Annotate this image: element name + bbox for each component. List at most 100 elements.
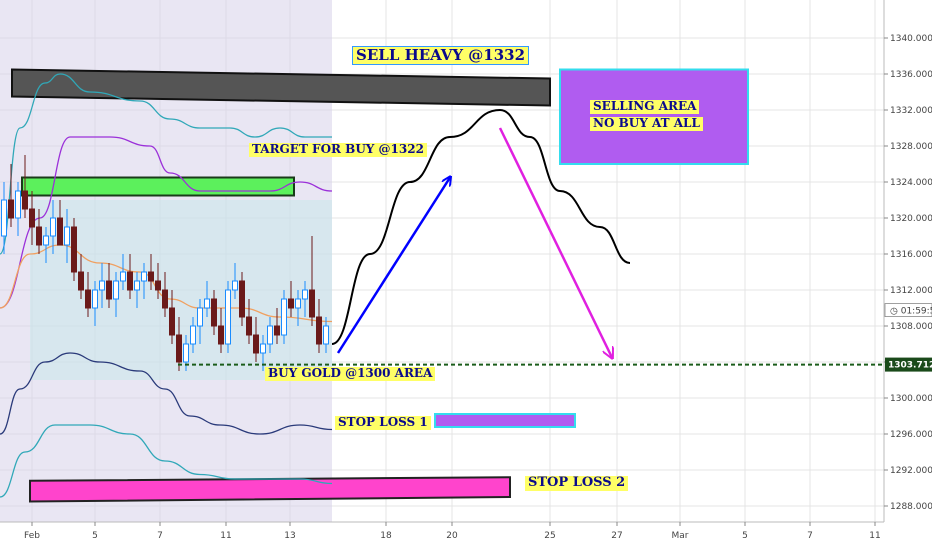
candle-body <box>260 343 266 354</box>
candle[interactable] <box>274 308 280 344</box>
buy-gold-label: BUY GOLD @1300 AREA <box>265 366 436 381</box>
candle[interactable] <box>50 200 56 254</box>
candle[interactable] <box>281 290 287 344</box>
candle[interactable] <box>29 191 35 245</box>
candle[interactable] <box>323 317 329 353</box>
candle[interactable] <box>127 254 133 299</box>
countdown-label: ◷ 01:59:55 <box>890 307 932 317</box>
candle[interactable] <box>218 308 224 353</box>
target-buy-label: TARGET FOR BUY @1322 <box>249 142 427 157</box>
candle[interactable] <box>120 254 126 290</box>
time-axis-bg <box>0 522 932 550</box>
price-tick-label: 1308.000 <box>890 322 932 332</box>
candle-body <box>120 271 126 282</box>
candle[interactable] <box>169 290 175 344</box>
time-tick-label: Mar <box>672 531 689 541</box>
time-tick-label: 25 <box>544 531 555 541</box>
price-tick-label: 1300.000 <box>890 394 932 404</box>
sell-heavy-label: SELL HEAVY @1332 <box>352 46 530 66</box>
candle-body <box>288 298 294 309</box>
candle[interactable] <box>155 263 161 299</box>
time-axis[interactable]: Feb 5 7 11 13 18 20 25 27 Mar 5 7 11 <box>0 521 932 550</box>
candle[interactable] <box>78 254 84 299</box>
candle[interactable] <box>225 281 231 353</box>
candle[interactable] <box>176 317 182 371</box>
candle-body <box>29 208 35 228</box>
candle[interactable] <box>1 182 7 254</box>
price-tick-label: 1340.000 <box>890 34 932 44</box>
candle-body <box>274 325 280 336</box>
candle[interactable] <box>267 317 273 353</box>
bb-upper-mid <box>0 136 333 309</box>
candle-body <box>204 298 210 309</box>
price-tick-label: 1288.000 <box>890 502 932 512</box>
candle[interactable] <box>211 290 217 335</box>
time-tick-label: 11 <box>869 531 880 541</box>
candle[interactable] <box>15 182 21 236</box>
candle[interactable] <box>302 281 308 317</box>
candle[interactable] <box>106 263 112 308</box>
candle[interactable] <box>43 227 49 263</box>
candle[interactable] <box>71 218 77 281</box>
down-arrow <box>498 127 612 358</box>
price-axis-bg <box>884 0 932 550</box>
resistance-band <box>11 68 551 107</box>
candle-body <box>22 190 28 210</box>
candle-body <box>134 280 140 291</box>
stop-loss-1-label: STOP LOSS 1 <box>335 415 431 430</box>
candle[interactable] <box>57 200 63 246</box>
candle-body <box>190 325 196 345</box>
candle-body <box>309 289 315 318</box>
candle-body <box>295 298 301 309</box>
stop-loss-1-zone <box>434 413 576 428</box>
candle[interactable] <box>246 299 252 344</box>
time-tick-label: 5 <box>92 531 98 541</box>
candle[interactable] <box>22 155 28 218</box>
candle[interactable] <box>204 281 210 317</box>
chart-zones <box>0 0 749 522</box>
candle[interactable] <box>141 263 147 299</box>
candle[interactable] <box>253 317 259 362</box>
stop-loss-2-band <box>29 476 511 503</box>
candle[interactable] <box>239 272 245 326</box>
candle[interactable] <box>113 272 119 317</box>
candle[interactable] <box>316 299 322 353</box>
candle[interactable] <box>232 263 238 299</box>
price-tick-label: 1320.000 <box>890 214 932 224</box>
candle-body <box>85 289 91 309</box>
candle-body <box>183 343 189 363</box>
price-tick-label: 1312.000 <box>890 286 932 296</box>
candle-body <box>8 199 14 219</box>
candle[interactable] <box>36 209 42 254</box>
candle[interactable] <box>85 272 91 317</box>
candle[interactable] <box>288 281 294 317</box>
time-tick-label: 5 <box>742 531 748 541</box>
last-price-box[interactable] <box>885 357 932 372</box>
candle[interactable] <box>148 254 154 290</box>
candle[interactable] <box>64 209 70 263</box>
candle-body <box>253 334 259 354</box>
candle-body <box>232 280 238 291</box>
candle[interactable] <box>197 299 203 344</box>
bb-lower-inner <box>0 352 333 435</box>
candle-body <box>155 280 161 291</box>
candle[interactable] <box>190 317 196 353</box>
candle[interactable] <box>162 272 168 317</box>
candle[interactable] <box>8 164 14 227</box>
time-tick-label: 7 <box>807 531 813 541</box>
price-axis[interactable]: 1288.0001292.0001296.0001300.0001304.000… <box>883 0 932 550</box>
candle[interactable] <box>92 281 98 326</box>
time-tick-label: Feb <box>24 531 40 541</box>
candle-body <box>169 307 175 336</box>
time-tick-label: 7 <box>157 531 163 541</box>
candles[interactable] <box>1 155 329 371</box>
candle[interactable] <box>134 272 140 308</box>
chart-overlays <box>178 108 884 366</box>
candle-body <box>162 289 168 309</box>
candle-body <box>316 316 322 345</box>
candle[interactable] <box>295 290 301 326</box>
candle[interactable] <box>309 236 315 326</box>
candle[interactable] <box>99 263 105 308</box>
